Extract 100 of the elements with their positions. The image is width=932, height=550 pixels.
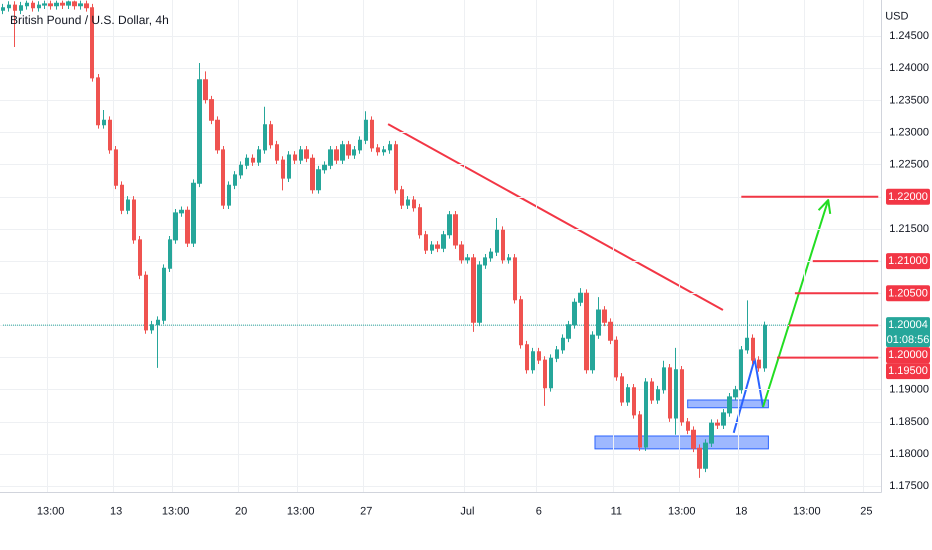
candlestick — [120, 180, 124, 215]
candlestick — [96, 73, 100, 130]
candlestick — [418, 203, 422, 240]
ref-line-label: 1.21000 — [888, 255, 928, 268]
candlestick — [48, 0, 53, 10]
text: 01:08:56 — [886, 334, 930, 346]
x-tick-label: 13:00 — [793, 506, 821, 518]
candlestick — [346, 140, 351, 160]
candlestick — [19, 1, 23, 15]
x-tick-label: 13:00 — [668, 506, 696, 518]
candlestick — [400, 185, 404, 210]
candlestick — [185, 206, 190, 248]
candlestick — [430, 240, 434, 255]
ref-line-label: 1.20004 — [888, 319, 928, 332]
candlestick — [382, 145, 386, 156]
x-tick-label: 13 — [110, 506, 122, 518]
x-tick-label: 27 — [360, 506, 372, 518]
candlestick — [406, 196, 410, 210]
candlestick — [1, 3, 5, 15]
candlestick — [352, 145, 356, 160]
candlestick — [269, 120, 273, 150]
candlestick — [340, 140, 345, 164]
candlestick — [388, 140, 392, 154]
candlestick — [114, 145, 118, 190]
x-tick-label: 11 — [610, 506, 622, 518]
candlestick — [638, 410, 642, 452]
candlestick — [257, 145, 261, 166]
y-tick-label: 1.21500 — [889, 222, 930, 235]
legend-label: 1.19500 — [888, 365, 928, 378]
candlestick — [537, 347, 541, 365]
x-tick-label: 13:00 — [162, 506, 190, 518]
candlestick — [668, 364, 672, 422]
candlestick — [54, 0, 59, 10]
candlestick — [489, 248, 493, 262]
candlestick — [632, 383, 636, 420]
candlestick — [281, 156, 285, 191]
candlestick — [25, 0, 29, 10]
y-tick-label: 1.18000 — [889, 448, 930, 460]
candlestick — [471, 254, 476, 332]
candlestick — [751, 334, 755, 365]
candlestick — [424, 230, 428, 255]
candlestick — [620, 372, 624, 406]
y-tick-label: 1.23000 — [889, 126, 930, 138]
candlestick — [531, 347, 535, 374]
y-axis-title: USD — [885, 10, 909, 22]
y-tick-label: 1.18500 — [889, 416, 930, 428]
candlestick — [549, 354, 553, 392]
candlestick — [72, 0, 77, 10]
candlestick — [78, 0, 83, 10]
candlestick — [626, 383, 630, 406]
candlestick — [507, 254, 511, 264]
candlestick — [299, 145, 303, 164]
candlestick — [233, 170, 237, 190]
candlestick — [501, 226, 505, 264]
candlestick — [412, 196, 416, 212]
x-tick-label: 18 — [735, 506, 748, 518]
candlestick — [495, 218, 499, 256]
candlestick — [7, 0, 11, 12]
x-tick-label: 13:00 — [286, 506, 314, 518]
candlestick — [555, 346, 559, 363]
candlestick — [102, 109, 106, 130]
candlestick — [31, 0, 35, 12]
candlestick — [108, 116, 112, 154]
ref-line-label: 1.20000 — [888, 349, 928, 362]
x-tick-label: 13:00 — [36, 506, 64, 518]
candlestick — [662, 360, 666, 394]
x-tick-label: 25 — [860, 506, 872, 518]
candlestick — [245, 154, 249, 170]
x-tick-label: Jul — [460, 506, 474, 518]
y-tick-label: 1.23500 — [889, 94, 930, 106]
candlestick — [334, 145, 339, 164]
candlestick — [364, 110, 368, 145]
candlestick — [543, 356, 547, 406]
candlestick — [227, 180, 231, 210]
x-tick-label: 6 — [536, 506, 542, 518]
candlestick — [370, 116, 374, 152]
candlestick — [656, 385, 660, 404]
candlestick — [525, 340, 529, 374]
candlestick — [358, 136, 362, 154]
candlestick — [513, 254, 517, 304]
candlestick — [126, 196, 130, 215]
y-tick-label: 1.24500 — [889, 30, 930, 42]
candlestick — [674, 347, 678, 436]
candlestick — [584, 288, 589, 374]
candlestick — [650, 378, 654, 404]
candlestick — [144, 270, 148, 334]
candlestick — [251, 154, 255, 166]
y-tick-label: 1.24000 — [889, 62, 930, 74]
candlestick — [715, 418, 720, 430]
candlestick — [239, 160, 243, 180]
candlestick — [132, 196, 136, 244]
candlestick — [60, 0, 65, 10]
candlestick — [66, 0, 71, 10]
candlestick — [287, 150, 291, 183]
ref-line-label: 1.20500 — [888, 287, 928, 300]
candlestick — [138, 236, 142, 280]
candlestick — [519, 295, 523, 350]
y-tick-label: 1.22500 — [889, 158, 930, 171]
candlestick — [275, 140, 279, 164]
candlestick — [394, 140, 398, 194]
